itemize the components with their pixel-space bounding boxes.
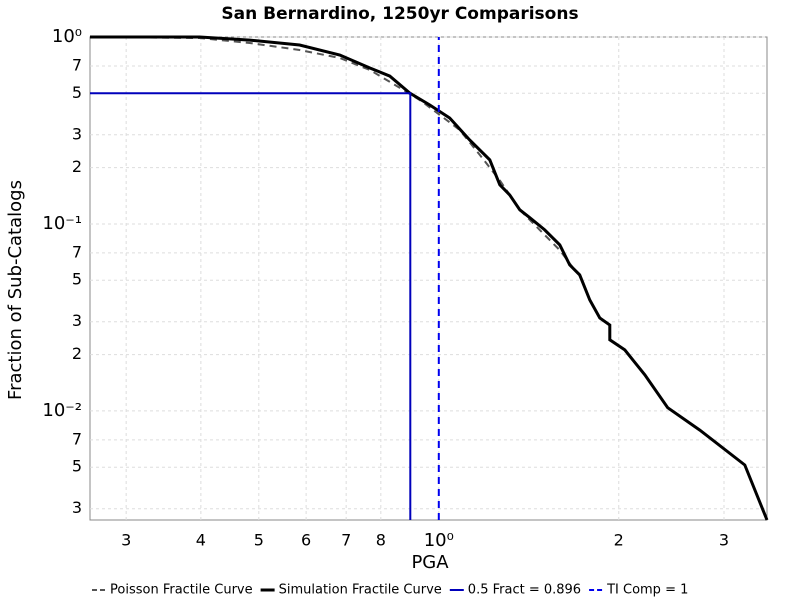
x-axis-label: PGA [411,552,449,573]
y-tick-label: 5 [72,83,82,102]
legend-label: 0.5 Fract = 0.896 [468,583,581,598]
y-tick-label: 5 [72,457,82,476]
y-tick-label: 3 [72,124,82,143]
legend-label: TI Comp = 1 [606,583,688,598]
y-tick-label: 2 [72,157,82,176]
y-tick-label: 2 [72,344,82,363]
x-tick-label: 4 [196,531,206,550]
y-tick-label: 7 [72,242,82,261]
y-tick-label: 7 [72,429,82,448]
y-tick-label: 5 [72,270,82,289]
plot-area [89,36,768,521]
legend-label: Poisson Fractile Curve [110,583,253,598]
y-tick-label: 10⁻¹ [42,213,82,234]
y-axis-label: Fraction of Sub-Catalogs [5,180,26,400]
x-tick-label: 10⁰ [424,530,454,551]
series-line [90,35,769,521]
x-tick-label: 3 [121,531,131,550]
x-tick-label: 6 [301,531,311,550]
series-line [90,92,412,520]
y-tick-label: 7 [72,55,82,74]
x-tick-label: 5 [254,531,264,550]
y-tick-label: 10⁻² [42,400,82,421]
series-line [89,36,576,271]
x-tick-label: 7 [341,531,351,550]
y-tick-label: 3 [72,498,82,517]
x-tick-label: 8 [376,531,386,550]
y-tick-label: 3 [72,311,82,330]
chart-title: San Bernardino, 1250yr Comparisons [221,4,578,24]
legend-label: Simulation Fractile Curve [279,583,442,598]
x-tick-label: 2 [614,531,624,550]
y-tick-label: 10⁰ [52,26,82,47]
x-tick-label: 3 [719,531,729,550]
